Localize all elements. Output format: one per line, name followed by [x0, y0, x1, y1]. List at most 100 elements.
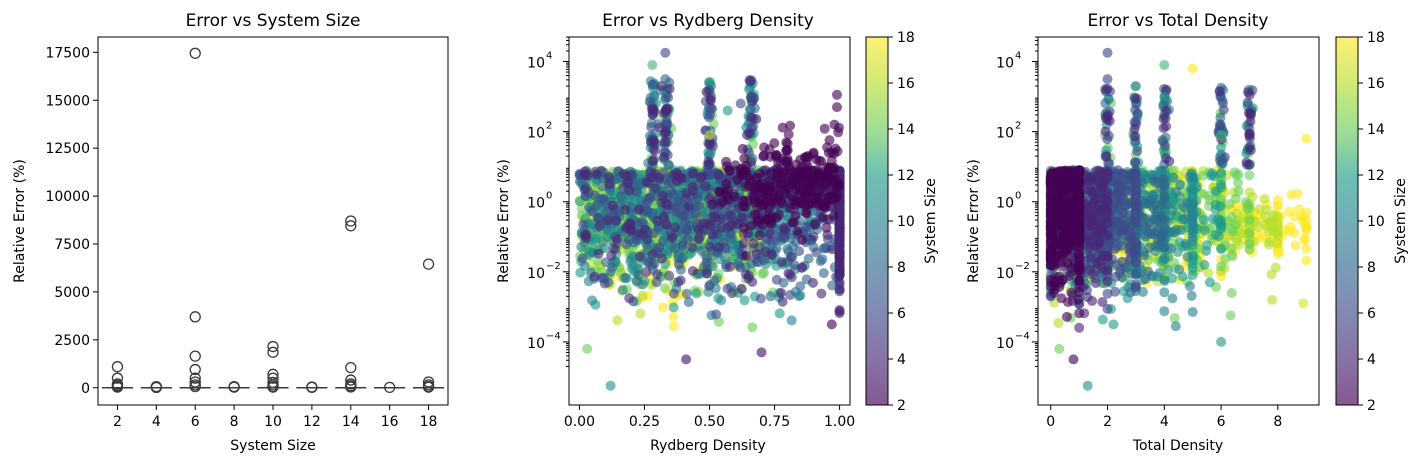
scatter-point: [621, 171, 632, 182]
scatter-point: [816, 288, 827, 299]
scatter-point: [591, 169, 602, 180]
log-tick-label: 10: [527, 266, 545, 282]
box-outlier: [345, 215, 357, 227]
scatter-point: [1233, 186, 1244, 197]
scatter-point: [750, 182, 760, 193]
scatter-point: [1220, 253, 1231, 264]
box-outlier: [111, 372, 124, 384]
scatter-point: [754, 168, 765, 179]
scatter-point: [1148, 175, 1159, 186]
scatter-point: [642, 205, 652, 216]
scatter-point: [641, 177, 652, 187]
scatter-point: [1187, 258, 1198, 269]
scatter-point: [617, 285, 628, 295]
box-outlier: [189, 311, 201, 323]
box-category-8: [218, 380, 250, 393]
scatter-point: [1160, 132, 1171, 143]
scatter-point: [1170, 321, 1181, 332]
scatter-point: [1120, 200, 1131, 211]
scatter-point: [739, 295, 750, 306]
scatter-point: [765, 218, 776, 229]
scatter-point: [806, 198, 817, 209]
scatter-point: [1102, 303, 1113, 314]
box-x-tick-label: 8: [230, 414, 239, 430]
scatter-point: [1130, 241, 1141, 252]
scatter-point: [1199, 259, 1210, 270]
scatter-point: [826, 174, 837, 185]
box-category-12: [296, 381, 328, 394]
log-tick-exponent: −4: [546, 331, 561, 342]
box-axes-frame: [97, 36, 449, 406]
scatter-point: [705, 94, 716, 105]
scatter-point: [786, 315, 797, 326]
scatter-point: [1225, 310, 1236, 321]
scatter-point: [782, 244, 793, 254]
scatter-point: [587, 295, 598, 306]
scatter-point: [660, 47, 671, 58]
scatter-point: [1216, 244, 1227, 254]
scatter-point: [1203, 267, 1214, 278]
scatter-point: [647, 249, 658, 260]
scatter-point: [673, 259, 684, 270]
scatter-point: [1294, 204, 1304, 215]
scatter-point: [677, 240, 688, 251]
scatter-point: [800, 221, 811, 232]
colorbar-tick-label: 18: [897, 30, 915, 46]
scatter-point: [668, 302, 679, 313]
scatter-point: [669, 222, 680, 233]
scatter-point: [1163, 264, 1173, 275]
scatter-point: [603, 172, 614, 183]
scatter-point: [671, 175, 682, 186]
scatter-point: [673, 196, 684, 207]
scatter-point: [748, 238, 759, 249]
scatter-point: [776, 257, 787, 267]
scatter-point: [634, 251, 645, 262]
scatter-point: [826, 319, 837, 330]
scatter-point: [611, 215, 622, 226]
panel-box-plot: Error vs System Size 2 4 6 8 10 12 14 16 18 0250…: [12, 11, 449, 454]
scatter-point: [647, 79, 658, 90]
log-tick-exponent: 2: [546, 121, 552, 132]
scatter-point: [834, 259, 845, 270]
scatter-point: [577, 253, 588, 264]
scatter-point: [834, 239, 845, 250]
scatter-point: [1209, 171, 1220, 182]
scatter-point: [802, 162, 813, 173]
scatter-point: [817, 254, 828, 265]
scatter-point: [817, 212, 828, 223]
scatter-point: [602, 215, 613, 226]
scatter-point: [766, 168, 777, 179]
scatter-point: [800, 152, 811, 163]
scatter-point: [782, 156, 793, 167]
scatter-point: [771, 274, 782, 285]
scatter-point: [713, 242, 724, 253]
scatter-point: [679, 211, 690, 222]
scatter-point: [824, 191, 835, 202]
scatter-point: [1301, 243, 1312, 254]
scatter-point: [589, 190, 600, 201]
scatter-point: [808, 231, 819, 242]
scatter-point: [747, 276, 758, 287]
box-marks: [101, 47, 445, 394]
scatter-point: [675, 275, 686, 286]
scatter-point: [701, 257, 712, 268]
rydberg-x-label: Rydberg Density: [650, 438, 766, 454]
scatter-point: [1127, 215, 1138, 226]
scatter-point: [824, 135, 835, 146]
scatter-point: [739, 153, 750, 164]
scatter-point: [667, 233, 678, 243]
scatter-point: [1159, 242, 1170, 253]
scatter-point: [810, 219, 820, 230]
scatter-point: [1244, 228, 1255, 239]
scatter-point: [1272, 228, 1283, 239]
scatter-point: [1299, 234, 1310, 245]
scatter-point: [745, 104, 756, 115]
scatter-point: [722, 105, 733, 116]
scatter-point: [1159, 306, 1170, 317]
scatter-point: [587, 206, 598, 217]
scatter-point: [1187, 226, 1198, 237]
scatter-point: [1111, 175, 1122, 186]
scatter-point: [1244, 244, 1255, 255]
colorbar-tick-label: 2: [897, 398, 906, 414]
